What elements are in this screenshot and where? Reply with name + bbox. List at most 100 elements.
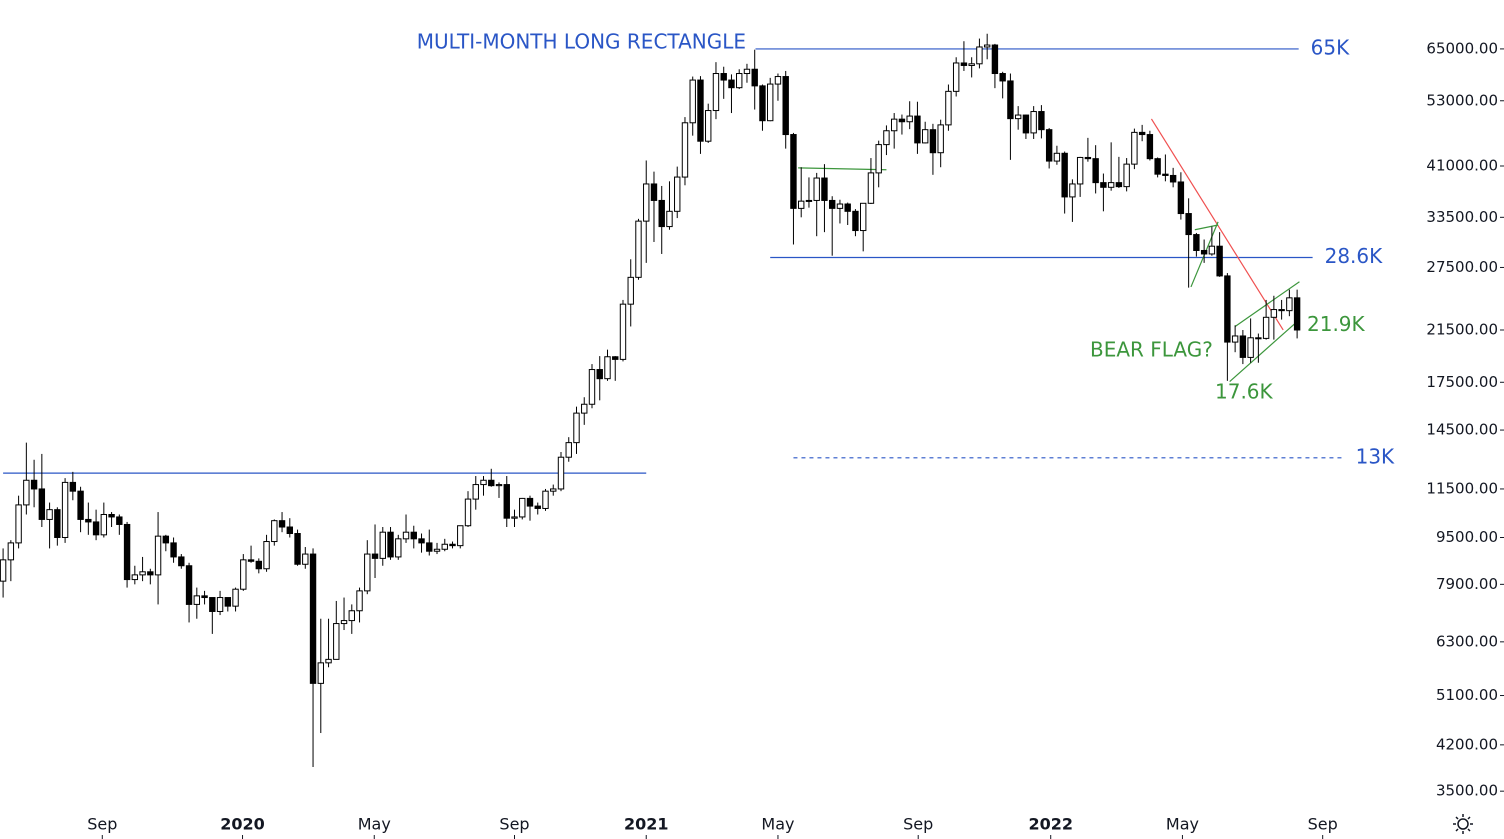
candle-body [1038, 111, 1045, 131]
candle-body [433, 548, 441, 552]
candle-body [929, 129, 937, 154]
candle-body [697, 79, 704, 142]
candle-body [689, 79, 696, 124]
candle-body [728, 79, 735, 89]
candle-body [805, 199, 813, 202]
candle-body [240, 559, 247, 590]
candle-body [364, 553, 371, 592]
candle-body [890, 118, 898, 132]
candle-body [1100, 182, 1107, 188]
candle-body [976, 46, 983, 65]
candle-body [1270, 309, 1278, 318]
candle-body [952, 62, 960, 92]
candle-body [1154, 158, 1161, 175]
candle-body [162, 535, 170, 544]
candle-body [1239, 335, 1247, 358]
candle-body [852, 210, 859, 232]
candle-body [348, 610, 355, 622]
candle-body [495, 484, 503, 487]
candle-body [15, 504, 22, 544]
trendline [1229, 319, 1300, 383]
candle-body [666, 210, 673, 228]
y-tick-label: 17500.00 [1426, 373, 1498, 391]
candle-body [542, 490, 549, 509]
candle-body [1224, 275, 1231, 343]
candle-body [100, 513, 108, 536]
x-tick-label: May [358, 815, 391, 834]
candle-body [472, 484, 479, 500]
price-label: 21.9K [1307, 312, 1366, 336]
level-label: 13K [1356, 444, 1395, 468]
candle-body [1084, 156, 1092, 160]
candle-body [23, 479, 30, 506]
x-tick-label: Sep [499, 815, 529, 834]
x-tick-label: 2022 [1028, 815, 1073, 834]
candle-body [1216, 245, 1223, 277]
x-tick-label: May [1166, 815, 1199, 834]
candle-body [61, 481, 69, 538]
settings-icon[interactable] [1453, 814, 1473, 834]
candle-body [503, 484, 510, 519]
candle-body [798, 200, 805, 209]
y-tick-label: 11500.00 [1426, 479, 1498, 497]
candle-body [1169, 174, 1177, 183]
candle-body [1138, 131, 1146, 136]
candle-body [1200, 249, 1208, 255]
candle-body [193, 595, 201, 605]
candle-body [991, 44, 999, 75]
candle-body [247, 559, 255, 562]
annotation: MULTI-MONTH LONG RECTANGLE [417, 30, 746, 54]
candle-body [774, 76, 782, 85]
candle-body [1146, 134, 1154, 160]
candle-body [131, 574, 139, 581]
plot: 65K 28.6K 13K 21.9K 17.6K [0, 33, 1395, 767]
candle-body [1092, 158, 1099, 184]
annotation: BEAR FLAG? [1090, 338, 1213, 362]
candle-body [170, 542, 177, 558]
candle-body [1231, 335, 1239, 343]
candle-body [813, 177, 820, 201]
x-tick-label: May [761, 815, 794, 834]
candle-body [643, 183, 650, 222]
candle-body [333, 623, 340, 660]
candle-body [426, 542, 433, 552]
price-label: 17.6K [1215, 379, 1274, 403]
trendline [1234, 281, 1300, 327]
candle-body [178, 556, 185, 567]
candle-body [271, 520, 278, 543]
candle-body [379, 531, 386, 559]
candle-body [457, 525, 464, 547]
candle-body [1030, 111, 1037, 134]
candle-body [627, 276, 634, 305]
candle-body [968, 63, 975, 66]
candle-body [255, 560, 263, 570]
candle-body [859, 202, 867, 232]
candle-body [1193, 234, 1200, 251]
trendline [1194, 224, 1219, 231]
candle-body [356, 590, 363, 612]
candle-body [751, 68, 758, 87]
x-tick-label: 2021 [624, 815, 669, 834]
candle-body [0, 559, 7, 582]
candle-body [340, 620, 348, 625]
y-tick-label: 14500.00 [1426, 421, 1498, 439]
candle-body [658, 199, 665, 228]
candle-body [883, 130, 890, 146]
x-tick-label: Sep [1308, 815, 1338, 834]
candle-body [705, 110, 712, 142]
candle-body [565, 442, 572, 458]
candle-body [1293, 297, 1301, 331]
candle-body [1177, 181, 1185, 215]
candle-body [1208, 245, 1216, 255]
level-label: 65K [1311, 35, 1350, 59]
candle-body [387, 531, 394, 558]
y-tick-label: 3500.00 [1436, 782, 1498, 800]
candle-body [116, 516, 123, 525]
candle-body [139, 571, 146, 576]
candle-body [674, 176, 681, 212]
candle-body [209, 597, 216, 612]
x-tick-label: Sep [903, 815, 933, 834]
y-tick-label: 9500.00 [1436, 528, 1498, 546]
candle-body [69, 481, 77, 492]
